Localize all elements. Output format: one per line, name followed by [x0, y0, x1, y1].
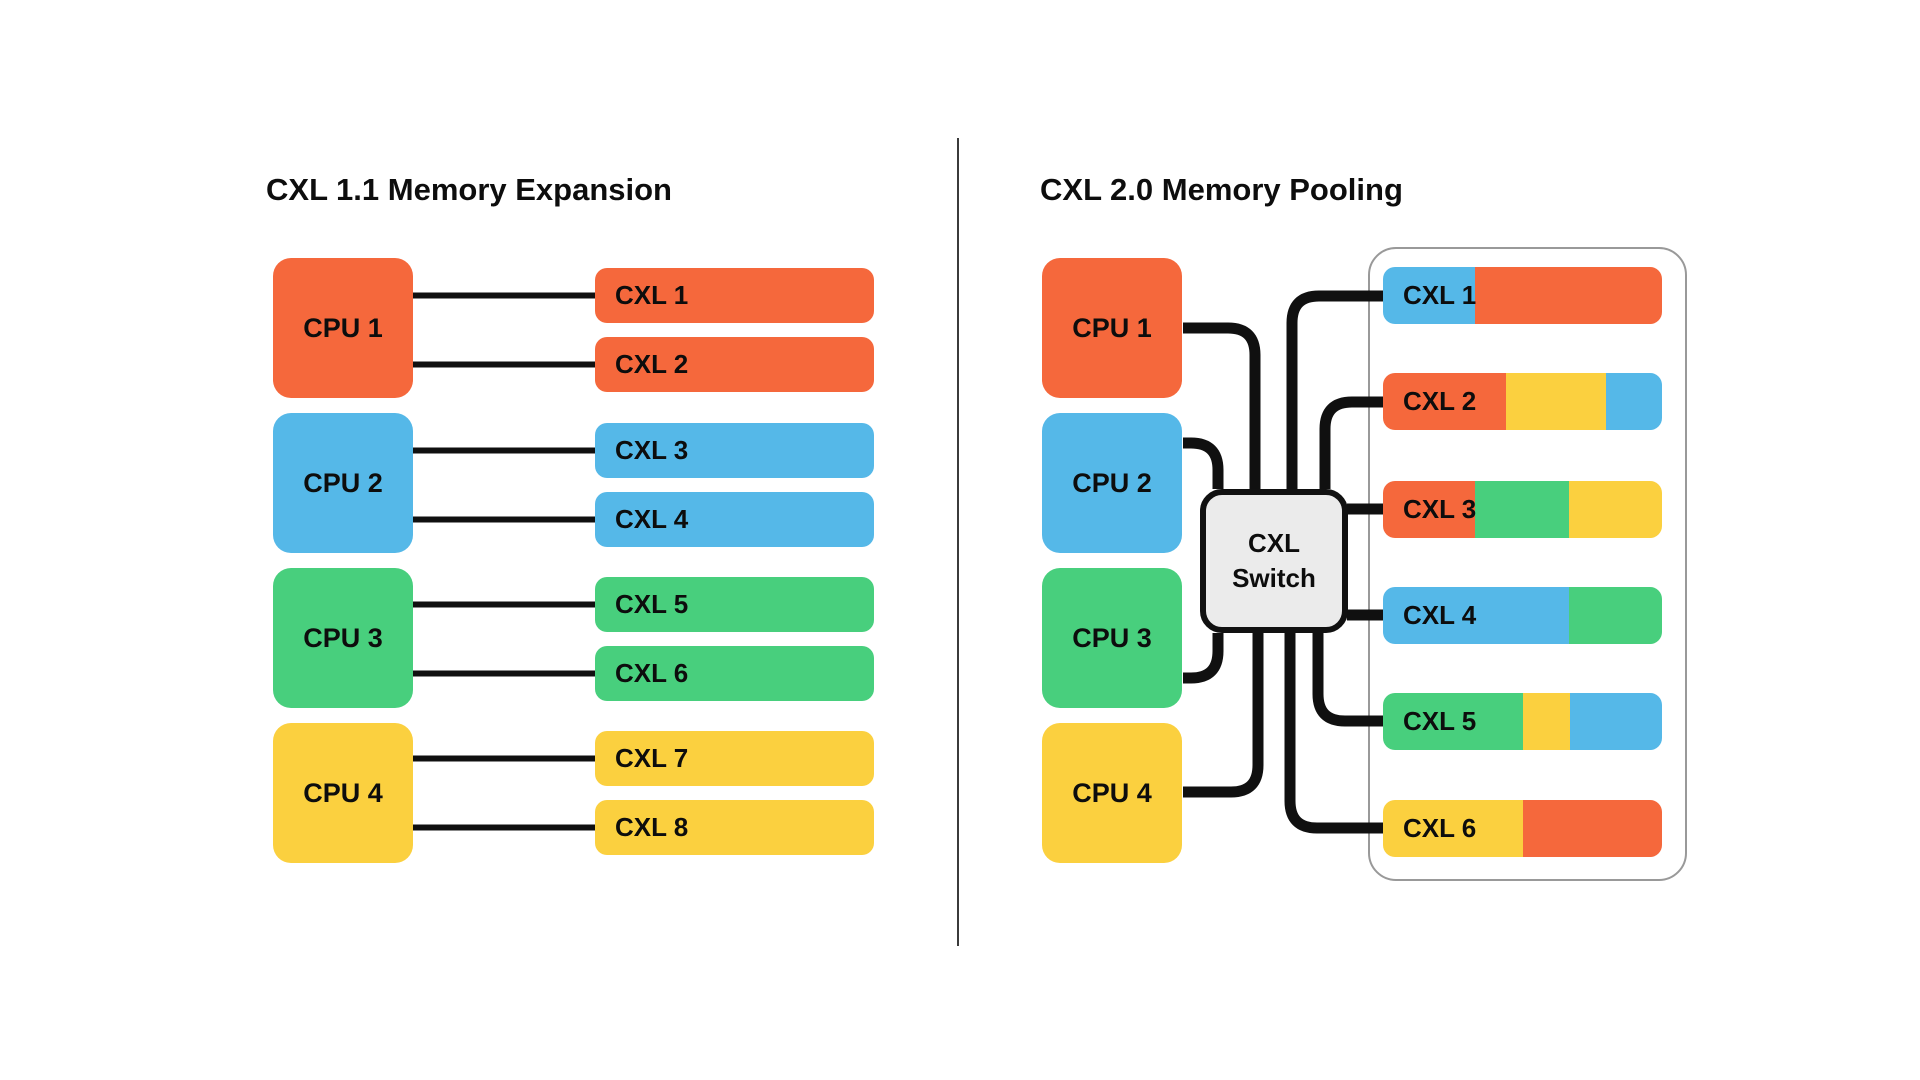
connection-cxl-switch-to-cxl-5 [1312, 633, 1384, 727]
connection-cxl-switch-to-cxl-6 [1284, 633, 1384, 834]
connection-cpu-3-to-cxl-switch [1183, 633, 1224, 684]
left-panel-title: CXL 1.1 Memory Expansion [266, 172, 672, 207]
right-panel-title: CXL 2.0 Memory Pooling [1040, 172, 1403, 207]
memory-pool-container [1368, 247, 1687, 881]
connection-cpu-1-to-cxl-switch [1183, 322, 1261, 489]
connection-cpu-4-to-cxl-switch [1183, 633, 1264, 798]
connection-cpu-2-to-cxl-switch [1183, 437, 1224, 489]
connection-cxl-switch-to-cxl-2 [1319, 396, 1384, 489]
connection-cxl-switch-to-cxl-1 [1286, 290, 1384, 489]
